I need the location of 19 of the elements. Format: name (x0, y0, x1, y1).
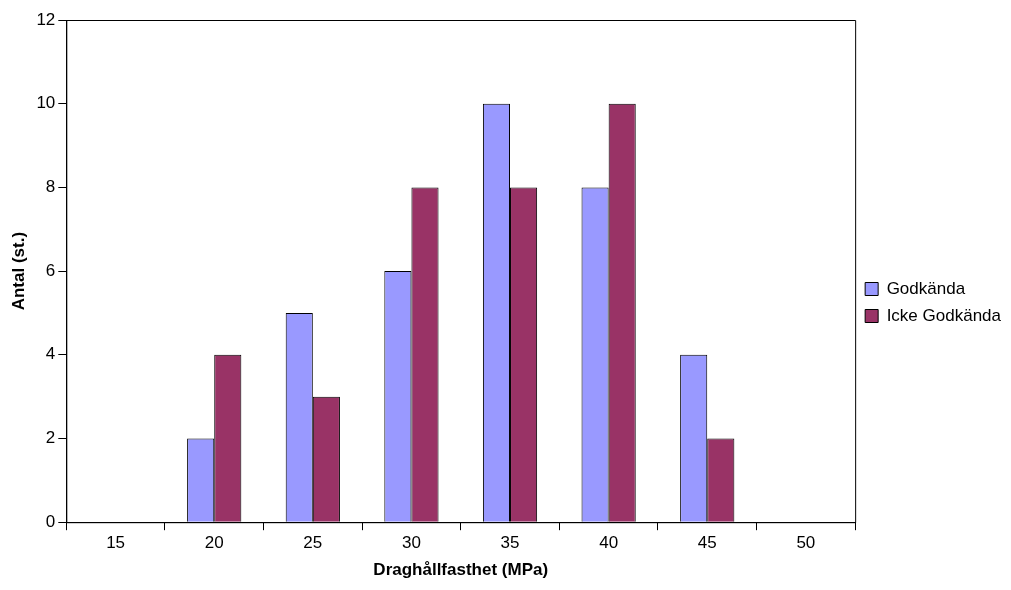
y-axis-title: Antal (st.) (8, 231, 28, 311)
x-tick-label: 40 (599, 533, 619, 553)
x-tick-label: 20 (204, 533, 224, 553)
legend-label: Godkända (886, 278, 966, 298)
x-tick-label: 15 (106, 533, 126, 553)
x-tick-label: 35 (500, 533, 520, 553)
x-axis-title: Draghållfasthet (MPa) (373, 560, 549, 580)
x-tick-label: 45 (697, 533, 717, 553)
y-tick-label: 10 (36, 93, 56, 113)
x-tick-label: 25 (303, 533, 323, 553)
y-tick-label: 4 (45, 344, 56, 364)
x-tick-label: 50 (796, 533, 816, 553)
x-tick-label: 30 (401, 533, 421, 553)
y-tick-label: 6 (45, 260, 56, 280)
legend-label: Icke Godkända (886, 305, 1002, 325)
y-tick-label: 0 (45, 511, 56, 531)
y-tick-label: 8 (45, 177, 56, 197)
y-tick-label: 2 (45, 428, 56, 448)
y-tick-label: 12 (36, 9, 56, 29)
